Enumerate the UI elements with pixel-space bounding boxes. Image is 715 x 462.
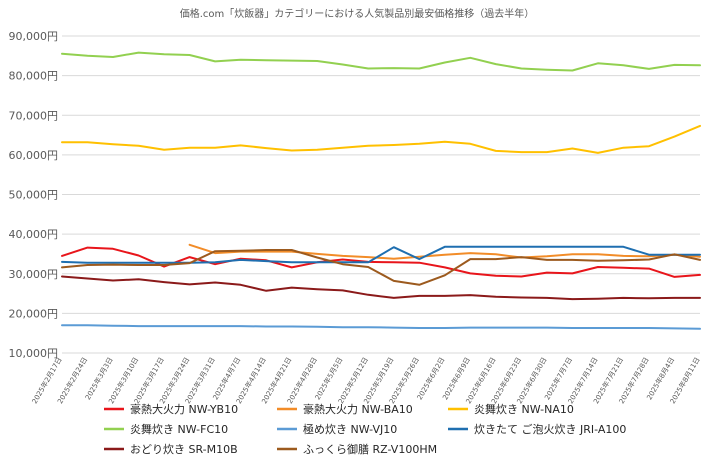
y-tick-label: 60,000円 bbox=[9, 149, 59, 162]
x-axis: 2025年2月17日2025年2月24日2025年3月3日2025年3月10日2… bbox=[30, 355, 702, 405]
legend-label: 豪熱大火力 NW-BA10 bbox=[303, 402, 413, 416]
legend-label: 豪熱大火力 NW-YB10 bbox=[130, 402, 238, 416]
y-tick-label: 80,000円 bbox=[9, 70, 59, 83]
legend-label: 炊きたて ご泡火炊き JRI-A100 bbox=[474, 422, 626, 436]
series-line bbox=[61, 249, 701, 286]
series-line bbox=[61, 324, 701, 330]
gridlines bbox=[62, 35, 700, 354]
legend-label: 炎舞炊き NW-NA10 bbox=[474, 403, 574, 416]
series-line bbox=[61, 245, 701, 264]
y-tick-label: 50,000円 bbox=[9, 189, 59, 202]
legend: 豪熱大火力 NW-YB10 豪熱大火力 NW-BA10 炎舞炊き NW-NA10 炎舞… bbox=[104, 402, 626, 456]
series-line bbox=[61, 51, 701, 72]
series-line bbox=[61, 124, 701, 154]
y-axis: 10,000円 20,000円 30,000円 40,000円 50,000円 60,00… bbox=[9, 30, 59, 360]
series-line bbox=[61, 275, 701, 301]
y-tick-label: 70,000円 bbox=[9, 109, 59, 122]
y-tick-label: 90,000円 bbox=[9, 30, 59, 43]
y-tick-label: 20,000円 bbox=[9, 307, 59, 320]
series-line bbox=[188, 243, 701, 260]
legend-label: 極め炊き NW-VJ10 bbox=[303, 422, 397, 436]
chart-title: 価格.com「炊飯器」カテゴリーにおける人気製品別最安価格推移（過去半年） bbox=[180, 7, 535, 20]
y-tick-label: 30,000円 bbox=[9, 268, 59, 281]
y-tick-label: 10,000円 bbox=[9, 347, 59, 360]
series-lines bbox=[61, 51, 701, 330]
legend-label: ふっくら御膳 RZ-V100HM bbox=[303, 442, 437, 456]
y-tick-label: 40,000円 bbox=[9, 228, 59, 241]
legend-label: おどり炊き SR-M10B bbox=[130, 443, 238, 456]
legend-label: 炎舞炊き NW-FC10 bbox=[130, 423, 228, 436]
